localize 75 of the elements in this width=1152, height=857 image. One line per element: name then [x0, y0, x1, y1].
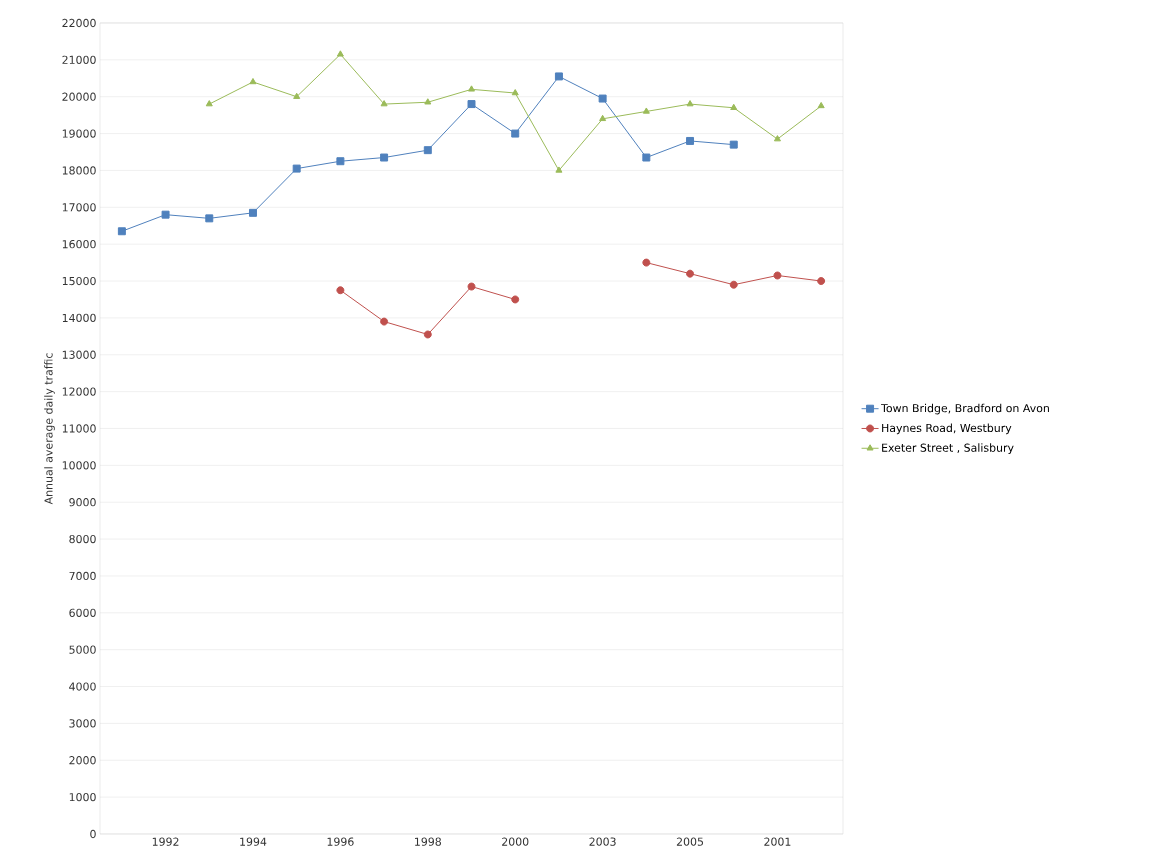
x-tick-label: 2000 [502, 837, 529, 846]
point [293, 92, 301, 99]
y-tick-label: 18000 [62, 166, 96, 175]
point [642, 107, 650, 114]
point [423, 146, 432, 155]
y-tick-label: 11000 [62, 424, 96, 433]
x-tick-label: 1998 [415, 837, 441, 846]
point [554, 72, 563, 81]
y-tick-label: 3000 [69, 719, 96, 728]
x-tick-label: 1992 [152, 837, 179, 846]
x-tick-label: 2005 [676, 837, 704, 846]
y-tick-label: 4000 [69, 682, 96, 691]
point [511, 129, 520, 138]
point [686, 136, 695, 145]
point [773, 135, 781, 142]
point [773, 271, 782, 280]
y-tick-label: 8000 [69, 534, 96, 544]
legend-label: Exeter Street , Salisbury [882, 443, 1014, 454]
point [599, 114, 607, 122]
point [292, 164, 301, 173]
y-tick-label: 17000 [62, 203, 96, 212]
point [730, 103, 738, 111]
legend-label: Town Bridge, Bradford on Avon [881, 403, 1049, 415]
y-tick-label: 20000 [62, 92, 96, 101]
y-tick-label: 14000 [62, 313, 96, 323]
point [205, 100, 213, 107]
point [249, 77, 257, 85]
y-tick-label: 0 [90, 829, 96, 839]
point [336, 157, 345, 166]
y-tick-label: 21000 [62, 55, 96, 64]
y-tick-label: 5000 [69, 645, 96, 654]
point [467, 85, 476, 92]
y-tick-label: 15000 [62, 276, 96, 286]
point [511, 89, 519, 96]
y-tick-label: 7000 [69, 571, 96, 581]
point [817, 101, 825, 109]
y-tick-label: 1000 [69, 792, 96, 802]
point [336, 50, 344, 57]
point [380, 317, 389, 326]
y-tick-label: 10000 [62, 461, 96, 470]
y-tick-label: 16000 [62, 240, 96, 249]
y-tick-label: 6000 [69, 608, 96, 617]
point [729, 280, 738, 289]
point [511, 295, 520, 304]
y-tick-label: 22000 [62, 18, 96, 28]
point [467, 282, 476, 291]
y-tick-label: 9000 [69, 498, 96, 507]
point [686, 100, 694, 107]
legend-label: Haynes Road, Westbury [882, 423, 1012, 435]
point [117, 227, 126, 236]
x-tick-label: 1994 [240, 837, 267, 846]
x-tick-label: 2001 [764, 837, 791, 846]
point [424, 98, 432, 105]
point [642, 153, 651, 162]
point [336, 286, 345, 295]
point [729, 140, 738, 149]
point [380, 153, 389, 162]
y-axis-title: Annual average daily traffic [44, 353, 55, 505]
point [161, 210, 170, 219]
point [642, 258, 651, 267]
x-tick-label: 1996 [327, 837, 354, 846]
y-tick-label: 2000 [69, 756, 96, 765]
y-tick-label: 13000 [62, 350, 96, 359]
y-tick-label: 19000 [62, 129, 96, 138]
point [205, 214, 214, 223]
point [555, 166, 563, 173]
point [423, 330, 432, 339]
point [686, 269, 695, 278]
x-tick-label: 2003 [589, 837, 616, 846]
point [598, 94, 607, 103]
y-tick-label: 12000 [62, 387, 96, 396]
point [817, 277, 826, 286]
point [248, 208, 257, 217]
point [467, 100, 476, 109]
point [380, 100, 388, 107]
